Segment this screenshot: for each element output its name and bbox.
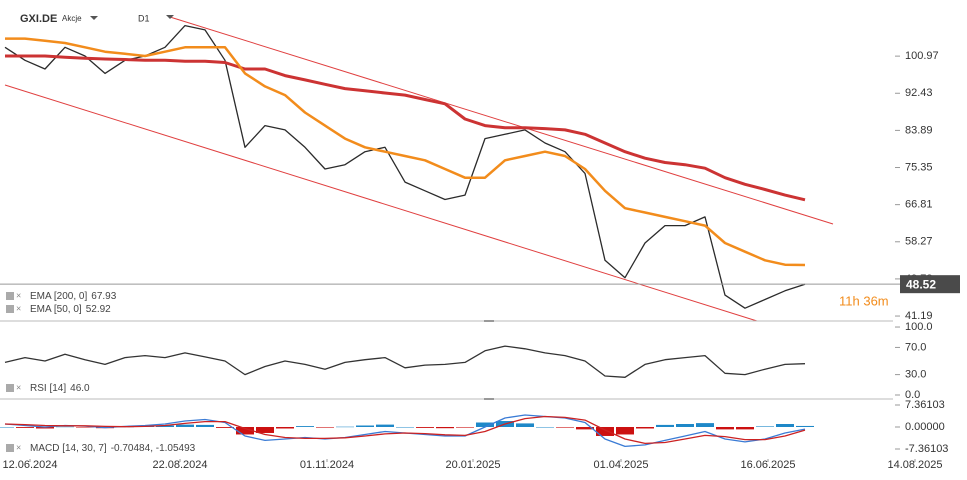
- series-line: [4, 24, 806, 309]
- histogram-bar: [416, 426, 434, 428]
- y-tick-label: 92.43: [905, 87, 933, 99]
- last-price-label: 48.52: [906, 277, 936, 291]
- x-tick-label: 16.06.2025: [740, 459, 795, 471]
- y-tick-label: 58.27: [905, 236, 933, 248]
- histogram-bar: [356, 425, 374, 427]
- legend-part: -0.70484: [111, 443, 151, 454]
- histogram-bar: [56, 426, 74, 428]
- legend-close[interactable]: ×: [16, 290, 21, 300]
- legend-entry: EMA [50, 0] 52.92: [30, 304, 111, 315]
- y-tick-label: -7.36103: [905, 443, 948, 455]
- legend-entry: EMA [200, 0] 67.93: [30, 291, 117, 302]
- histogram-bar: [276, 426, 294, 429]
- legend-icon[interactable]: [6, 305, 14, 313]
- y-tick-label: 66.81: [905, 199, 933, 211]
- legend-entry: RSI [14] 46.0: [30, 383, 90, 394]
- series-line: [4, 345, 806, 378]
- y-tick-label: 75.35: [905, 161, 933, 173]
- legend-entry: MACD [14, 30, 7] -0.70484, -1.05493: [30, 443, 196, 454]
- histogram-bar: [776, 424, 794, 427]
- histogram-bar: [256, 426, 274, 433]
- y-tick-label: 0.00000: [905, 421, 945, 433]
- timeframe[interactable]: D1: [138, 13, 150, 23]
- symbol[interactable]: GXI.DE: [20, 13, 57, 25]
- histogram-bar: [196, 424, 214, 427]
- histogram-bar: [76, 426, 94, 428]
- histogram-bar: [636, 426, 654, 429]
- histogram-bar: [576, 426, 594, 430]
- channel-lower: [4, 84, 758, 322]
- x-tick-label: 20.01.2025: [445, 459, 500, 471]
- histogram-bar: [676, 424, 694, 427]
- y-tick-label: 83.89: [905, 124, 933, 136]
- legend-part: 46.0: [70, 383, 90, 394]
- histogram-bar: [36, 426, 54, 429]
- y-tick-label: 7.36103: [905, 399, 945, 411]
- legend-icon[interactable]: [6, 384, 14, 392]
- legend-close[interactable]: ×: [16, 442, 21, 452]
- histogram-bar: [216, 426, 234, 428]
- legend-part: 52.92: [86, 304, 111, 315]
- y-tick-label: 0.0: [905, 389, 920, 401]
- histogram-bar: [0, 426, 14, 428]
- histogram-bar: [556, 426, 574, 428]
- legend-close[interactable]: ×: [16, 303, 21, 313]
- histogram-bar: [796, 425, 814, 427]
- histogram-bar: [336, 426, 354, 428]
- histogram-bar: [176, 424, 194, 427]
- y-tick-label: 70.0: [905, 341, 926, 353]
- histogram-bar: [476, 422, 494, 427]
- legend-part: EMA [200, 0]: [30, 291, 87, 302]
- dropdown-arrow[interactable]: [90, 16, 98, 20]
- x-tick-label: 22.08.2024: [152, 459, 207, 471]
- channel-upper: [169, 16, 834, 225]
- asset-class: Akcje: [62, 14, 82, 23]
- histogram-bar: [596, 426, 614, 436]
- legend-close[interactable]: ×: [16, 382, 21, 392]
- series-line: [5, 54, 806, 202]
- series-line: [4, 415, 806, 445]
- legend-part: EMA [50, 0]: [30, 304, 82, 315]
- y-tick-label: 100.97: [905, 50, 939, 62]
- histogram-bar: [756, 426, 774, 427]
- histogram-bar: [376, 424, 394, 427]
- legend-part: -1.05493: [156, 443, 196, 454]
- histogram-bar: [716, 426, 734, 430]
- histogram-bar: [316, 426, 334, 428]
- x-tick-label: 12.06.2024: [2, 459, 57, 471]
- series-line: [5, 37, 806, 267]
- histogram-bar: [516, 423, 534, 427]
- histogram-bar: [156, 425, 174, 427]
- legend-icon[interactable]: [6, 292, 14, 300]
- histogram-bar: [736, 426, 754, 430]
- legend-part: MACD [14, 30, 7]: [30, 443, 107, 454]
- histogram-bar: [396, 426, 414, 428]
- anchor-marker: [166, 15, 174, 19]
- histogram-bar: [456, 426, 474, 428]
- x-tick-label: 14.08.2025: [887, 459, 942, 471]
- histogram-bar: [436, 426, 454, 429]
- histogram-bar: [16, 426, 34, 428]
- panel-handle[interactable]: [484, 320, 494, 322]
- histogram-bar: [656, 424, 674, 427]
- panel-handle[interactable]: [484, 398, 494, 400]
- y-tick-label: 41.19: [905, 310, 933, 322]
- candle-countdown: 11h 36m: [839, 293, 889, 308]
- histogram-bar: [296, 426, 314, 427]
- histogram-bar: [696, 423, 714, 427]
- y-tick-label: 30.0: [905, 369, 926, 381]
- histogram-bar: [236, 426, 254, 435]
- legend-part: RSI [14]: [30, 383, 66, 394]
- histogram-bar: [616, 426, 634, 435]
- last-price-box: [900, 275, 960, 294]
- legend-part: 67.93: [91, 291, 116, 302]
- x-tick-label: 01.11.2024: [300, 459, 354, 471]
- y-tick-label: 100.0: [905, 321, 933, 333]
- x-tick-label: 01.04.2025: [593, 459, 648, 471]
- histogram-bar: [536, 426, 554, 428]
- legend-icon[interactable]: [6, 444, 14, 452]
